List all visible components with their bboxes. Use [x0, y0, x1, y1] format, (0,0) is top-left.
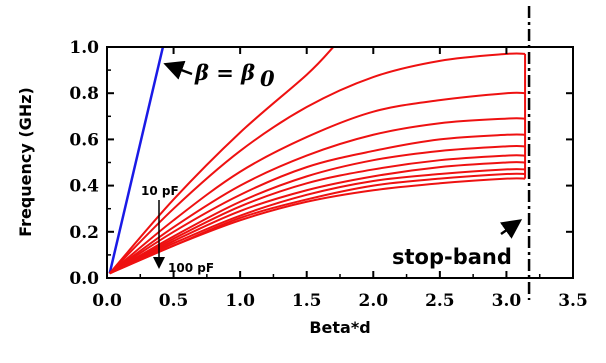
y-tick-label: 0.2	[69, 223, 99, 243]
dispersion-curve-7	[109, 154, 526, 275]
dispersion-curve-1	[108, 46, 335, 275]
x-tick-label: 2.5	[425, 291, 455, 311]
dispersion-curve-2	[108, 52, 526, 275]
y-tick-label: 0.4	[69, 177, 99, 197]
curves-layer	[108, 6, 531, 300]
ticks-layer: 0.0 0.5 1.0 1.5 2.0 2.5 3.0 3.5 0.0 0.2 0.4 0.6 0.8 1…	[69, 38, 587, 311]
beta-arrow	[163, 60, 193, 80]
y-axis-title: Frequency (GHz)	[16, 87, 35, 237]
dispersion-curve-5	[109, 133, 526, 275]
cap-bottom-label: 100 pF	[168, 261, 214, 275]
dispersion-curve-9	[109, 168, 526, 275]
x-axis-title: Beta*d	[309, 318, 370, 337]
x-tick-label: 3.0	[492, 291, 522, 311]
x-tick-label: 2.0	[358, 291, 388, 311]
y-tick-label: 0.6	[69, 130, 99, 150]
dispersion-curve-8	[109, 161, 526, 275]
beta-subscript-label: 0	[260, 66, 275, 91]
cap-top-label: 10 pF	[141, 184, 179, 198]
beta-equation-label: β = β	[194, 60, 255, 85]
x-tick-label: 0.5	[159, 291, 189, 311]
light-line	[108, 46, 165, 274]
y-tick-label: 0.8	[69, 84, 99, 104]
x-tick-label: 1.0	[225, 291, 255, 311]
dispersion-curve-11	[109, 177, 526, 275]
dispersion-curve-6	[109, 144, 526, 275]
dispersion-curve-3	[109, 91, 526, 275]
x-tick-label: 0.0	[92, 291, 122, 311]
stop-band-label: stop-band	[392, 245, 512, 269]
y-tick-label: 1.0	[69, 38, 99, 58]
x-tick-label: 1.5	[292, 291, 322, 311]
y-tick-label: 0.0	[69, 269, 99, 289]
dispersion-curve-4	[109, 117, 526, 275]
stop-band-arrow	[499, 219, 523, 239]
x-tick-label: 3.5	[558, 291, 588, 311]
